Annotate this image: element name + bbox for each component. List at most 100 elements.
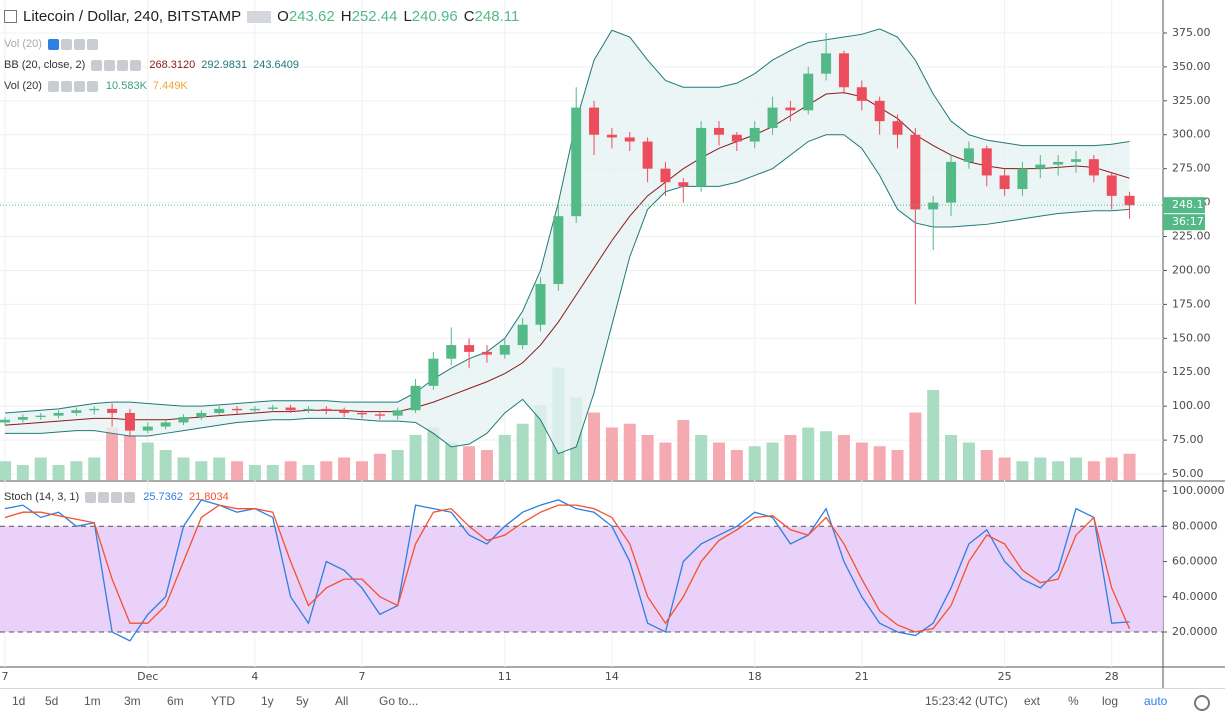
volume-bar [1052, 461, 1065, 480]
candle-body [1124, 195, 1135, 206]
volume-bar [516, 423, 529, 480]
x-tick-label: 25 [998, 670, 1012, 683]
option-button[interactable]: ext [1024, 694, 1041, 708]
indicator-name: Vol (20) [4, 80, 42, 92]
candle-body [428, 358, 439, 386]
icon[interactable] [124, 491, 136, 503]
countdown-box [1163, 214, 1205, 231]
icon[interactable] [60, 38, 72, 50]
icon[interactable] [111, 491, 123, 503]
settings-button[interactable] [1194, 695, 1210, 711]
candle-body [928, 202, 939, 210]
volume-bar [213, 457, 226, 480]
volume-bar [159, 450, 172, 480]
candle-body [838, 53, 849, 88]
volume-bar [0, 461, 11, 480]
icon[interactable] [86, 38, 98, 50]
candle-body [142, 426, 153, 431]
candle-body [999, 175, 1010, 190]
icon[interactable] [98, 491, 110, 503]
candle-body [981, 148, 992, 176]
y-tick-label: 375.00 [1172, 26, 1211, 39]
candle-body [910, 134, 921, 210]
symbol-title: Litecoin / Dollar, 240, BITSTAMP [23, 8, 242, 25]
option-button[interactable]: auto [1144, 694, 1168, 708]
candle-body [714, 127, 724, 135]
x-tick-label: 28 [1105, 670, 1119, 683]
volume-bar [463, 446, 476, 480]
volume-bar [962, 442, 975, 480]
period-button[interactable]: All [335, 694, 349, 708]
candle-body [89, 408, 100, 411]
volume-bar [945, 435, 958, 480]
icon[interactable] [73, 80, 85, 92]
volume-bar [1123, 453, 1136, 480]
indicator-icons [85, 491, 137, 503]
icon[interactable] [60, 80, 72, 92]
ohlc-value: 243.62 [288, 8, 335, 25]
countdown-label: 36:17 [1172, 215, 1204, 228]
period-button[interactable]: 6m [167, 694, 184, 708]
volume-bar [695, 435, 708, 480]
candle-body [232, 408, 243, 411]
volume-bar [480, 450, 493, 480]
icon[interactable] [86, 80, 98, 92]
candle-body [464, 345, 475, 352]
option-button[interactable]: % [1068, 694, 1079, 708]
candle-body [624, 137, 635, 142]
y-tick-label: 100.00 [1172, 399, 1211, 412]
icon[interactable] [85, 491, 97, 503]
candle-body [553, 216, 564, 285]
indicator-value: 10.583K [105, 80, 147, 92]
volume-bar [266, 465, 279, 480]
candle-body [642, 141, 653, 169]
icon[interactable] [117, 59, 129, 71]
last-price-box [1163, 197, 1205, 214]
stoch-legend: Stoch (14, 3, 1) 25.7362 21.8034 [4, 491, 229, 503]
candle-body [303, 408, 314, 411]
period-button[interactable]: 1m [84, 694, 101, 708]
icon[interactable] [73, 38, 85, 50]
y-tick-label: 175.00 [1172, 297, 1211, 310]
ohlc-label: C [463, 8, 475, 25]
candle-body [696, 127, 707, 187]
volume-bar [338, 457, 351, 480]
ohlc-label: H [340, 8, 352, 25]
ohlc-value: 252.44 [351, 8, 398, 25]
candle-body [785, 107, 796, 111]
volume-bar [784, 435, 797, 480]
icon[interactable] [130, 59, 142, 71]
candle-body [892, 121, 903, 135]
bottom-toolbar: 1d 5d 1m 3m 6m YTD 1y 5y All Go to... 15:23:42 (UT… [0, 688, 1225, 715]
y-tick-label: 150.00 [1172, 331, 1211, 344]
indicator-value: 292.9831 [201, 59, 248, 71]
period-button[interactable]: 1y [261, 694, 274, 708]
period-button[interactable]: 5d [45, 694, 59, 708]
volume-bar [605, 427, 618, 480]
icon[interactable] [47, 38, 59, 50]
candle-body [606, 134, 617, 138]
candle-body [660, 168, 671, 183]
candle-body [214, 408, 225, 413]
volume-bar [284, 461, 297, 480]
period-button[interactable]: 5y [296, 694, 309, 708]
utc-time: 15:23:42 (UTC) [925, 694, 1008, 708]
period-button[interactable]: YTD [211, 694, 235, 708]
icon[interactable] [91, 59, 103, 71]
volume-bar [498, 435, 511, 480]
candle-body [267, 407, 278, 409]
stoch-value: 25.7362 [143, 491, 183, 503]
icon[interactable] [47, 80, 59, 92]
option-button[interactable]: log [1102, 694, 1119, 708]
candle-body [1088, 159, 1099, 176]
indicator-value: 268.3120 [149, 59, 196, 71]
icon[interactable] [104, 59, 116, 71]
chart: 50.00 75.00 100.00 125.00 150.00 175.00 200.00… [0, 0, 1225, 688]
y-tick-label: 300.00 [1172, 128, 1211, 141]
y-tick-label: 350.00 [1172, 60, 1211, 73]
period-button[interactable]: 3m [124, 694, 141, 708]
candle-body [963, 148, 974, 162]
period-button[interactable]: 1d [12, 694, 26, 708]
goto-button[interactable]: Go to... [379, 694, 419, 708]
